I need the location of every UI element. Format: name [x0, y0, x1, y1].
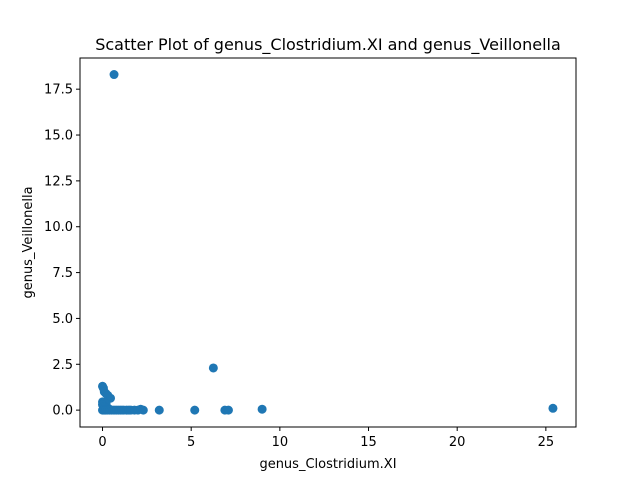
y-tick-label: 17.5 — [44, 83, 73, 98]
data-point — [109, 70, 119, 80]
y-tick-label: 10.0 — [44, 220, 73, 235]
x-tick-label: 25 — [538, 435, 555, 450]
x-tick-label: 5 — [187, 435, 195, 450]
y-tick-label: 15.0 — [44, 129, 73, 144]
data-point — [548, 403, 558, 413]
x-tick-label: 10 — [272, 435, 289, 450]
x-axis-label: genus_Clostridium.XI — [259, 457, 396, 472]
data-point — [138, 405, 148, 415]
x-tick-label: 15 — [360, 435, 377, 450]
data-points — [98, 70, 558, 415]
y-tick-label: 12.5 — [44, 174, 73, 189]
plot-area-frame — [79, 57, 577, 428]
data-point — [154, 405, 164, 415]
x-axis-ticks: 0 5 10 15 20 25 — [98, 427, 554, 450]
y-tick-label: 0.0 — [52, 404, 73, 419]
y-tick-label: 5.0 — [52, 312, 73, 327]
data-point — [257, 404, 267, 414]
y-axis-ticks: 0.0 2.5 5.0 7.5 10.0 12.5 15.0 17.5 — [44, 83, 80, 419]
y-tick-label: 2.5 — [52, 358, 73, 373]
chart-title: Scatter Plot of genus_Clostridium.XI and… — [95, 35, 561, 55]
x-tick-label: 20 — [449, 435, 466, 450]
x-tick-label: 0 — [98, 435, 106, 450]
data-point — [190, 405, 200, 415]
y-axis-label: genus_Veillonella — [21, 186, 36, 298]
data-point — [208, 363, 218, 373]
y-tick-label: 7.5 — [52, 266, 73, 281]
data-point — [223, 405, 233, 415]
